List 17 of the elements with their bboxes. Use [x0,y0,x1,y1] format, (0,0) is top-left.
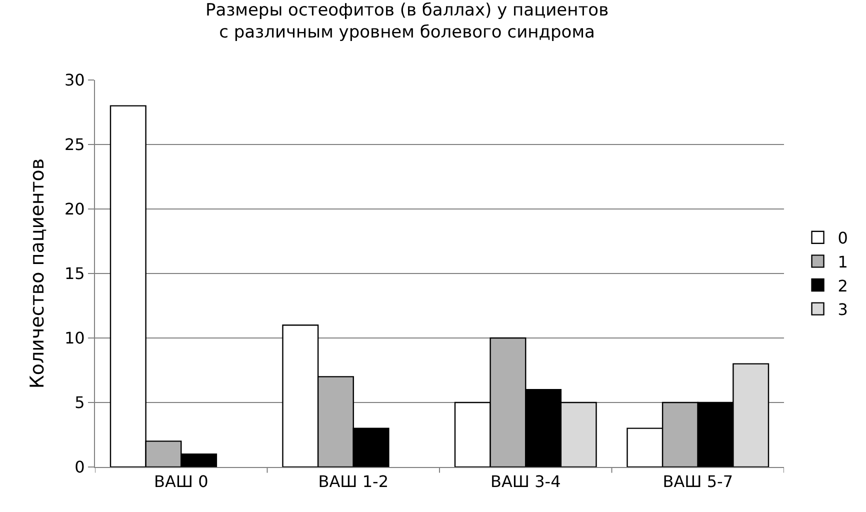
x-tick-label: ВАШ 1-2 [318,472,389,492]
y-tick-label: 15 [64,264,85,284]
y-tick-label: 10 [64,328,85,348]
x-tick-label: ВАШ 3-4 [490,472,561,492]
y-axis-title: Количество пациентов [26,158,48,389]
legend-label: 0 [838,228,848,248]
y-tick-label: 25 [64,135,85,154]
x-tick-label: ВАШ 0 [154,472,208,492]
chart-title: Размеры остеофитов (в баллах) у пациентов с различным уровнем болевого синдрома [205,0,609,42]
legend-label: 2 [838,276,848,296]
y-tick-label: 30 [64,70,85,90]
y-tick-label: 0 [74,458,85,477]
legend-label: 1 [838,252,848,272]
y-tick-label: 5 [74,393,85,412]
y-tick-label: 20 [64,200,85,219]
x-tick-label: ВАШ 5-7 [662,472,734,492]
legend-label: 3 [838,300,848,320]
